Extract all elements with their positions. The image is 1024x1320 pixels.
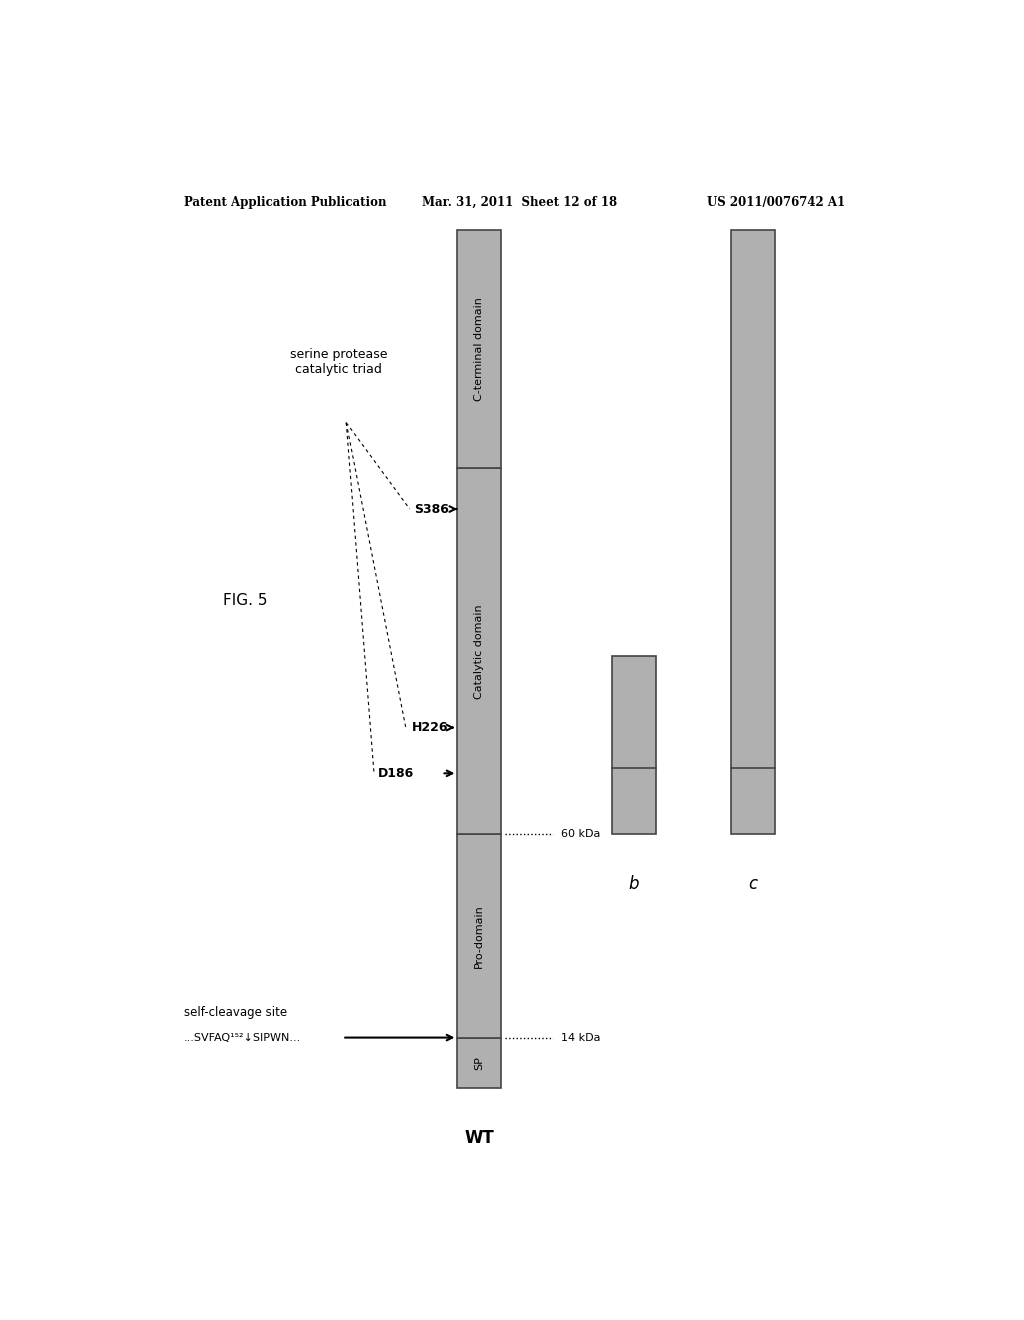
Text: FIG. 5: FIG. 5 [223,593,267,609]
Bar [458,230,501,469]
Text: serine protease
catalytic triad: serine protease catalytic triad [290,347,387,376]
Text: SP: SP [474,1056,484,1071]
Bar [458,1038,501,1089]
Text: 14 kDa: 14 kDa [560,1032,600,1043]
Text: Patent Application Publication: Patent Application Publication [183,195,386,209]
Text: WT: WT [464,1129,494,1147]
Text: Catalytic domain: Catalytic domain [474,605,484,698]
Text: c: c [749,875,758,892]
Bar [731,230,775,834]
Text: Mar. 31, 2011  Sheet 12 of 18: Mar. 31, 2011 Sheet 12 of 18 [422,195,616,209]
Bar [458,469,501,834]
Text: self-cleavage site: self-cleavage site [183,1006,287,1019]
Text: US 2011/0076742 A1: US 2011/0076742 A1 [708,195,846,209]
Text: 60 kDa: 60 kDa [560,829,600,840]
Text: ...SVFAQ¹⁵²↓SIPWN...: ...SVFAQ¹⁵²↓SIPWN... [183,1032,301,1043]
Text: Pro-domain: Pro-domain [474,904,484,968]
Text: b: b [629,875,639,892]
Bar [612,656,655,834]
Text: H226: H226 [412,721,449,734]
Text: C-terminal domain: C-terminal domain [474,297,484,401]
Text: S386: S386 [414,503,449,516]
Text: D186: D186 [378,767,415,780]
Bar [458,834,501,1038]
